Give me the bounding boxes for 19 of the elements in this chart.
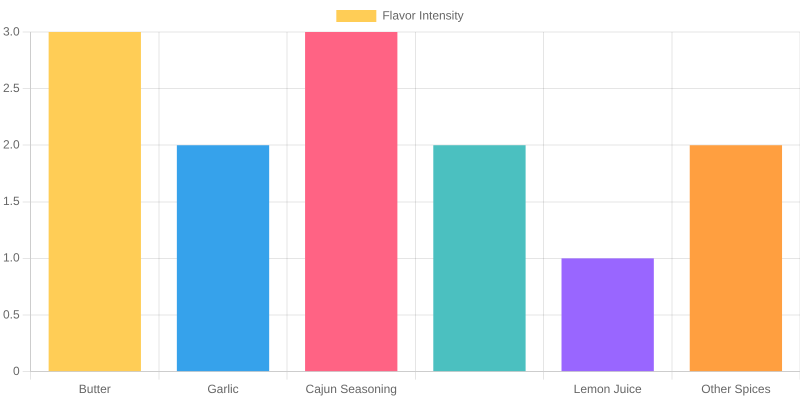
x-tick-label: Cajun Seasoning bbox=[306, 382, 397, 396]
y-tick-label: 1.0 bbox=[2, 250, 20, 265]
bar bbox=[48, 32, 141, 372]
y-tick-label: 2.5 bbox=[2, 80, 20, 95]
bar bbox=[690, 145, 782, 372]
y-tick-label: 2.0 bbox=[2, 138, 20, 152]
legend-label: Flavor Intensity bbox=[382, 8, 464, 22]
bar bbox=[305, 32, 398, 372]
x-tick-label: Lemon Juice bbox=[574, 382, 642, 396]
y-tick-label: 0.5 bbox=[2, 307, 20, 322]
x-tick-label: Garlic bbox=[207, 382, 239, 396]
bar bbox=[176, 145, 270, 372]
bar bbox=[433, 145, 526, 372]
bar bbox=[562, 258, 654, 372]
x-tick-label: Other Spices bbox=[701, 382, 771, 396]
y-tick-label: 3.0 bbox=[2, 24, 20, 38]
x-tick-label: Butter bbox=[78, 382, 111, 396]
y-tick-label: 0 bbox=[12, 364, 20, 378]
y-tick-label: 1.5 bbox=[2, 194, 20, 208]
